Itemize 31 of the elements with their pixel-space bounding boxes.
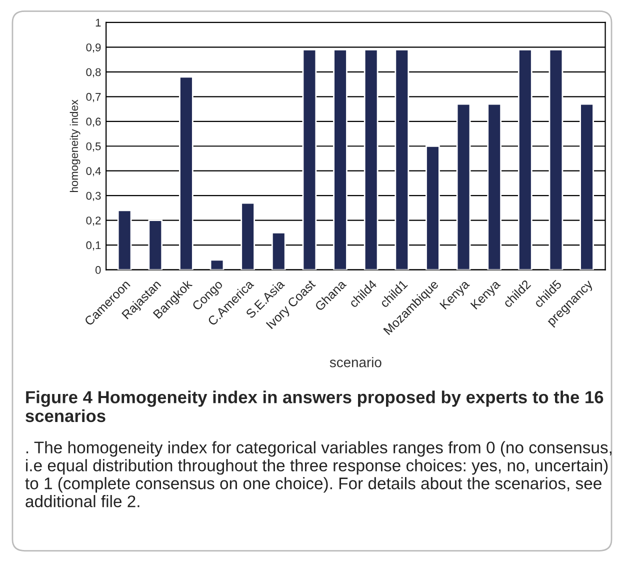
bar [426, 145, 440, 270]
bar [364, 48, 378, 270]
bar [548, 48, 564, 270]
y-tick-label: 0,7 [86, 92, 101, 102]
text: . The homogeneity index for categorical variables ranges from 0 (no consensus, i.e equal distribution throughout the three response choices: yes, no, uncertain) to 1 (complete consensus on one choice). For details about the scenarios, see additional file 2. [25, 441, 612, 508]
bar [148, 220, 163, 270]
bar [518, 48, 532, 270]
y-tick-label: 0,8 [86, 68, 101, 78]
y-tick-label: 0,1 [86, 241, 101, 250]
bar [210, 259, 224, 270]
y-tick-label: 0,4 [86, 167, 101, 176]
bar [580, 103, 594, 270]
y-tick-label: 1 [96, 18, 101, 27]
bar [179, 76, 194, 270]
text: Figure 4 Homogeneity index in answers proposed by experts to the 16 scenarios [26, 390, 604, 422]
y-tick-label: 0,2 [86, 216, 101, 226]
x-axis-title: scenario [330, 357, 382, 368]
bar [117, 210, 132, 270]
bar [487, 103, 502, 270]
bar [271, 232, 286, 270]
y-tick-label: 0,9 [86, 43, 101, 53]
y-tick-label: 0 [95, 266, 101, 274]
bar [456, 103, 471, 270]
bar [333, 48, 348, 270]
y-tick-label: 0,6 [86, 118, 101, 127]
bar [240, 202, 255, 270]
bar [394, 48, 410, 270]
y-axis-title: homogeneity index [70, 100, 80, 192]
y-tick-label: 0,5 [86, 142, 101, 152]
y-tick-label: 0,3 [86, 192, 101, 202]
bar [302, 48, 317, 270]
